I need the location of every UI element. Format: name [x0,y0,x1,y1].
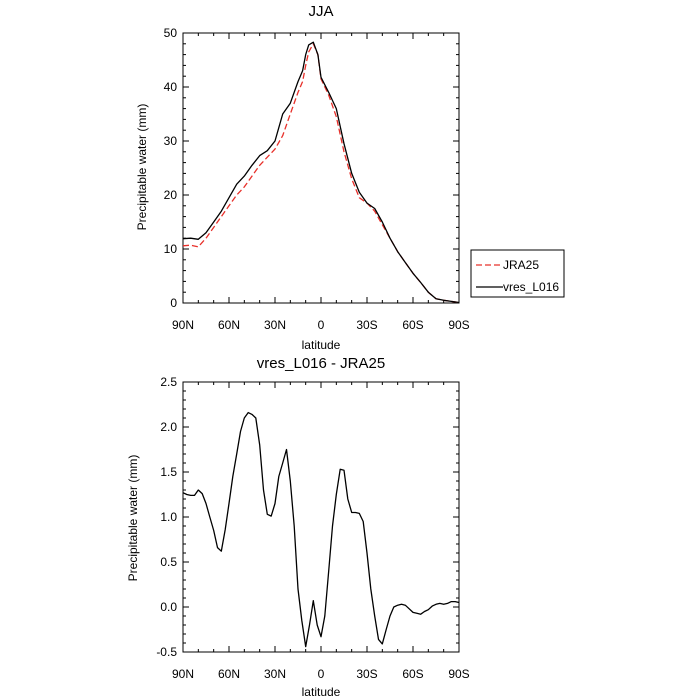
plot-area: 90N 60N 30N 0 30S 60S 90S 0 10 20 30 40 50 [164,26,470,332]
legend-box [470,249,565,298]
y-axis-label: Precipitable water (mm) [126,455,140,582]
x-axis-label: latitude [302,338,341,352]
x-tick-label: 30N [264,318,286,332]
panel-bottom: vres_L016 - JRA25 90N 60N 30N 0 30S 60S 90S -0.… [126,355,470,699]
x-tick-label: 60N [218,318,240,332]
x-tick-label: 0 [318,667,325,681]
series-line-vres-l016 [182,41,460,304]
x-tick-label: 30S [356,667,377,681]
y-tick-label: 20 [164,188,178,202]
panel-top: JJA 90N 60N 30N 0 30S 60S 90S 0 10 20 30 40 50 latit… [135,3,565,352]
legend-entry-vres-l016: vres_L016 [503,280,559,294]
x-tick-label: 30S [356,318,377,332]
y-tick-label: 1.5 [160,465,177,479]
y-tick-label: -0.5 [156,645,177,659]
y-tick-label: 0 [170,296,177,310]
y-axis-label: Precipitable water (mm) [135,104,149,231]
x-tick-label: 60N [218,667,240,681]
y-tick-label: 1.0 [160,510,177,524]
legend: JRA25 vres_L016 [470,249,565,298]
y-tick-label: 2.5 [160,375,177,389]
x-tick-label: 60S [402,318,423,332]
x-tick-label: 90N [172,318,194,332]
plot-frame [182,381,460,653]
plot-area: 90N 60N 30N 0 30S 60S 90S -0.5 0.0 0.5 1.0 1.5 2.0 2.… [156,375,469,681]
y-tick-label: 2.0 [160,420,177,434]
y-tick-label: 50 [164,26,178,40]
x-tick-label: 0 [318,318,325,332]
x-axis-label: latitude [302,685,341,699]
series-line-jra25 [182,43,460,304]
y-tick-label: 30 [164,134,178,148]
chart-title: vres_L016 - JRA25 [257,355,385,372]
x-tick-label: 90N [172,667,194,681]
x-tick-label: 60S [402,667,423,681]
series-line-difference [182,411,460,648]
x-tick-label: 30N [264,667,286,681]
y-tick-label: 0.0 [160,600,177,614]
y-tick-label: 40 [164,80,178,94]
y-tick-label: 10 [164,242,178,256]
x-tick-label: 90S [448,318,469,332]
y-tick-label: 0.5 [160,555,177,569]
legend-entry-jra25: JRA25 [503,258,539,272]
chart-title: JJA [308,3,333,20]
x-tick-label: 90S [448,667,469,681]
